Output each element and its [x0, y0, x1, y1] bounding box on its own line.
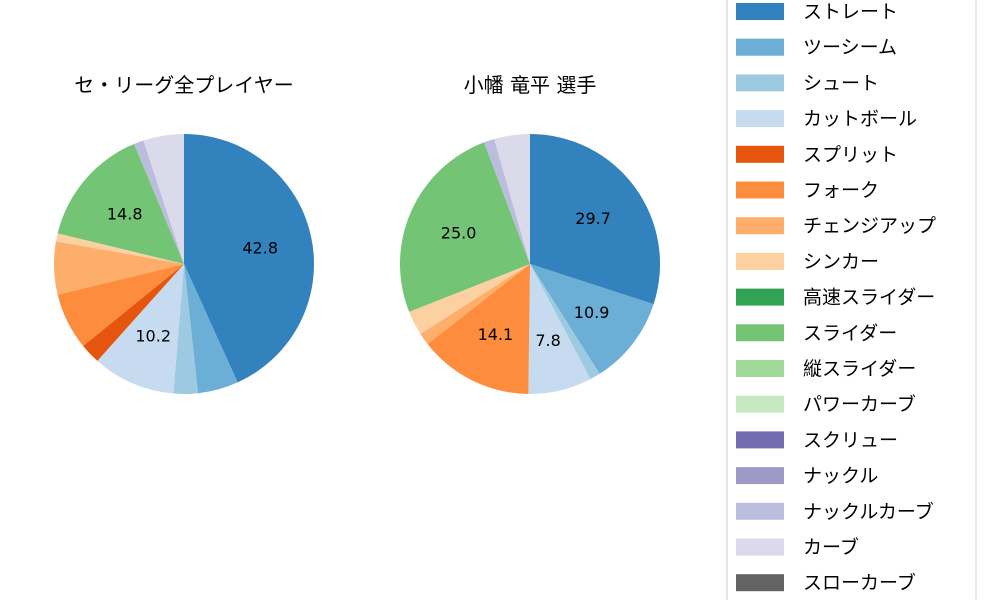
- legend-swatch: [736, 467, 784, 485]
- legend-label: ツーシーム: [803, 37, 897, 59]
- pie-slice-value-label: 25.0: [441, 224, 477, 243]
- pie-slice-value-label: 29.7: [575, 209, 611, 228]
- pie-title-league: セ・リーグ全プレイヤー: [74, 73, 293, 97]
- legend-swatch: [736, 502, 784, 520]
- legend-swatch: [736, 3, 784, 20]
- pie-slice: [528, 264, 591, 395]
- legend-swatch: [736, 252, 784, 270]
- pie-title-player: 小幡 竜平 選手: [464, 73, 597, 97]
- pie-slice: [57, 264, 184, 346]
- pie-slice: [409, 264, 530, 334]
- pie-slice: [173, 264, 198, 394]
- pie-slice: [143, 134, 184, 264]
- legend-swatch: [736, 574, 784, 592]
- legend-label: 高速スライダー: [803, 287, 935, 309]
- pie-chart-league: セ・リーグ全プレイヤー 42.8 10.2 14.8: [53, 73, 314, 394]
- legend-swatch: [736, 395, 784, 413]
- pie-slice-value-label: 7.8: [535, 331, 560, 350]
- legend-label: シンカー: [803, 251, 879, 273]
- pie-slice: [530, 264, 654, 374]
- legend-label: シュート: [803, 72, 879, 94]
- pie-slice: [530, 134, 661, 305]
- legend-label: スプリット: [803, 144, 898, 166]
- legend-label: スクリュー: [803, 429, 898, 451]
- pie-slice-value-label: 10.2: [135, 327, 171, 346]
- pie-slice-value-label: 14.8: [107, 204, 143, 223]
- pie-chart-player: 小幡 竜平 選手 29.7 10.9 7.8 14.1 25.0: [399, 73, 661, 395]
- legend-frame: [726, 0, 977, 600]
- legend: ストレートツーシームシュートカットボールスプリットフォークチェンジアップシンカー…: [726, 0, 977, 600]
- legend-label: ナックル: [803, 465, 878, 487]
- legend-swatch: [736, 431, 784, 449]
- legend-label: パワーカーブ: [803, 393, 916, 416]
- pie-slice: [494, 134, 530, 264]
- legend-label: カットボール: [803, 108, 917, 130]
- pie-slice-value-label: 42.8: [242, 239, 278, 258]
- pie-slice: [427, 264, 530, 394]
- legend-label: カーブ: [803, 536, 859, 559]
- pie-slice: [57, 143, 184, 264]
- pie-slice: [530, 264, 600, 380]
- pie-slice: [420, 264, 530, 345]
- legend-label: 縦スライダー: [803, 358, 916, 380]
- pie-slice: [53, 241, 185, 295]
- legend-swatch: [736, 217, 784, 235]
- legend-swatch: [736, 145, 784, 163]
- pie-slice: [184, 134, 314, 383]
- pie-slice-value-label: 10.9: [574, 303, 610, 322]
- pie-slice: [83, 264, 184, 361]
- legend-label: フォーク: [803, 180, 879, 202]
- legend-swatch: [736, 181, 784, 199]
- pie-slice: [134, 140, 184, 264]
- pie-slice: [483, 139, 530, 264]
- legend-swatch: [736, 74, 784, 92]
- legend-label: スローカーブ: [803, 571, 916, 594]
- legend-swatch: [736, 360, 784, 377]
- legend-label: スライダー: [803, 322, 897, 344]
- legend-label: チェンジアップ: [803, 215, 936, 237]
- legend-label: ナックルカーブ: [803, 500, 934, 523]
- legend-swatch: [736, 288, 784, 306]
- pie-slice: [184, 264, 238, 394]
- legend-swatch: [736, 538, 784, 556]
- pie-slice: [97, 264, 184, 394]
- legend-swatch: [736, 38, 784, 56]
- pie-slice: [399, 142, 530, 312]
- legend-label: ストレート: [803, 1, 898, 23]
- pie-slice-value-label: 14.1: [478, 325, 514, 344]
- legend-swatch: [736, 324, 784, 342]
- legend-swatch: [736, 110, 784, 128]
- pie-slice: [55, 233, 184, 264]
